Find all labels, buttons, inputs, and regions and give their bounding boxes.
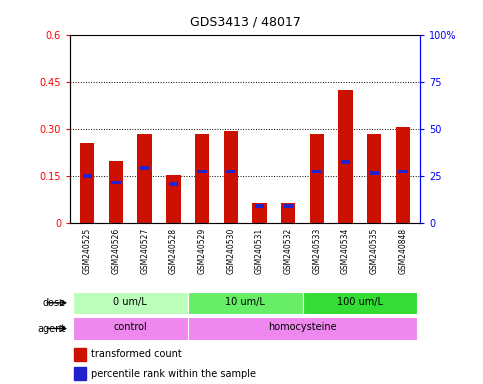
Text: GSM240525: GSM240525: [83, 227, 92, 274]
Bar: [284, 204, 293, 208]
Text: GSM240532: GSM240532: [284, 227, 293, 274]
Bar: [188, 317, 417, 340]
Text: percentile rank within the sample: percentile rank within the sample: [91, 369, 256, 379]
Text: GSM240848: GSM240848: [398, 227, 408, 274]
Text: GSM240534: GSM240534: [341, 227, 350, 274]
Bar: [80, 143, 95, 223]
Text: 100 um/L: 100 um/L: [337, 296, 383, 306]
Bar: [109, 161, 123, 223]
Text: GSM240527: GSM240527: [140, 227, 149, 274]
Text: GSM240531: GSM240531: [255, 227, 264, 274]
Bar: [396, 127, 410, 223]
Text: 0 um/L: 0 um/L: [114, 296, 147, 306]
Text: homocysteine: homocysteine: [268, 322, 337, 332]
Bar: [73, 317, 188, 340]
Bar: [111, 180, 121, 184]
Bar: [73, 348, 86, 361]
Bar: [302, 291, 417, 314]
Text: GDS3413 / 48017: GDS3413 / 48017: [190, 16, 300, 29]
Bar: [140, 167, 149, 170]
Text: GSM240529: GSM240529: [198, 227, 207, 274]
Bar: [312, 170, 322, 174]
Text: transformed count: transformed count: [91, 349, 182, 359]
Text: GSM240526: GSM240526: [112, 227, 120, 274]
Text: GSM240535: GSM240535: [370, 227, 379, 274]
Bar: [224, 131, 238, 223]
Bar: [169, 182, 178, 186]
Bar: [188, 291, 302, 314]
Bar: [255, 204, 264, 208]
Bar: [138, 134, 152, 223]
Bar: [73, 291, 188, 314]
Bar: [281, 203, 295, 223]
Text: GSM240530: GSM240530: [226, 227, 235, 274]
Bar: [195, 134, 209, 223]
Bar: [226, 170, 235, 174]
Bar: [73, 367, 86, 380]
Bar: [398, 170, 408, 174]
Bar: [83, 174, 92, 178]
Bar: [252, 203, 267, 223]
Bar: [367, 134, 382, 223]
Bar: [339, 90, 353, 223]
Bar: [198, 170, 207, 174]
Text: 10 um/L: 10 um/L: [225, 296, 265, 306]
Text: agent: agent: [37, 323, 65, 334]
Text: control: control: [114, 322, 147, 332]
Bar: [369, 171, 379, 175]
Bar: [310, 134, 324, 223]
Text: GSM240528: GSM240528: [169, 227, 178, 274]
Text: GSM240533: GSM240533: [313, 227, 321, 274]
Bar: [166, 175, 181, 223]
Text: dose: dose: [42, 298, 65, 308]
Bar: [341, 160, 350, 164]
